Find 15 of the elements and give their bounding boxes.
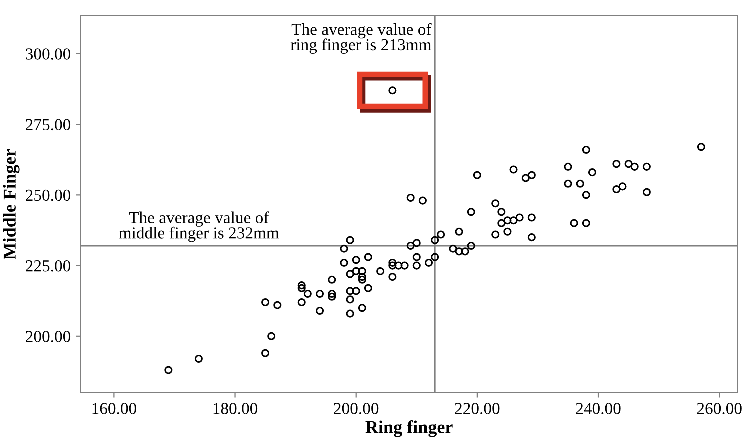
y-tick-label: 200.00 [26,331,71,342]
ref-line-label: The average value of ring finger is 213mm [290,23,432,54]
x-tick-label: 240.00 [576,403,621,414]
y-tick-label: 275.00 [26,119,71,131]
x-tick-label: 180.00 [214,403,258,414]
x-tick-label: 160.00 [92,403,136,414]
x-tick-label: 220.00 [455,403,500,414]
x-tick-label: 260.00 [697,403,742,414]
x-axis-title: Ring finger [366,420,453,438]
y-tick-label: 225.00 [26,260,71,272]
y-tick-label: 300.00 [26,48,71,60]
ref-line-label: The average value of middle finger is 232mm [119,212,280,242]
x-tick-label: 200.00 [334,403,379,414]
y-tick-label: 250.00 [26,190,71,202]
y-axis-title: Middle Finger [3,149,20,260]
